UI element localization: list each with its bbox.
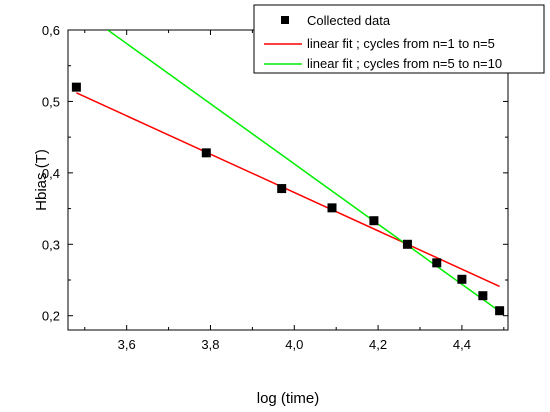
- y-axis-label: Hbias (T): [33, 149, 50, 211]
- data-point: [478, 291, 488, 301]
- x-tick-label: 4,2: [369, 337, 387, 352]
- data-point: [457, 274, 467, 284]
- y-tick-label: 0,3: [42, 237, 60, 252]
- data-point: [402, 239, 412, 249]
- legend: Collected data linear fit ; cycles from …: [253, 4, 545, 74]
- plot-frame: [67, 29, 509, 331]
- x-tick-label: 3,6: [118, 337, 136, 352]
- data-point: [369, 216, 379, 226]
- x-tick-label: 3,8: [201, 337, 219, 352]
- fit-line-n1-n5: [76, 92, 500, 288]
- y-tick-label: 0,6: [42, 23, 60, 38]
- data-point: [71, 82, 81, 92]
- y-tick-label: 0,2: [42, 309, 60, 324]
- x-axis-label: log (time): [257, 390, 320, 407]
- legend-box: [253, 4, 545, 74]
- data-point: [495, 306, 505, 316]
- axes: [67, 29, 509, 331]
- data-point: [432, 258, 442, 268]
- y-tick-label: 0,4: [42, 166, 60, 181]
- legend-marker-collected-data: [281, 16, 289, 24]
- data-point: [327, 203, 337, 213]
- legend-label-collected-data: Collected data: [307, 13, 391, 28]
- y-tick-label: 0,5: [42, 94, 60, 109]
- data-point: [277, 184, 287, 194]
- x-tick-label: 4,4: [453, 337, 471, 352]
- x-tick-label: 4,0: [285, 337, 303, 352]
- legend-label-fit-5-10: linear fit ; cycles from n=5 to n=10: [307, 56, 502, 71]
- legend-label-fit-1-5: linear fit ; cycles from n=1 to n=5: [307, 36, 495, 51]
- data-point: [201, 148, 211, 158]
- series-area: [71, 30, 505, 316]
